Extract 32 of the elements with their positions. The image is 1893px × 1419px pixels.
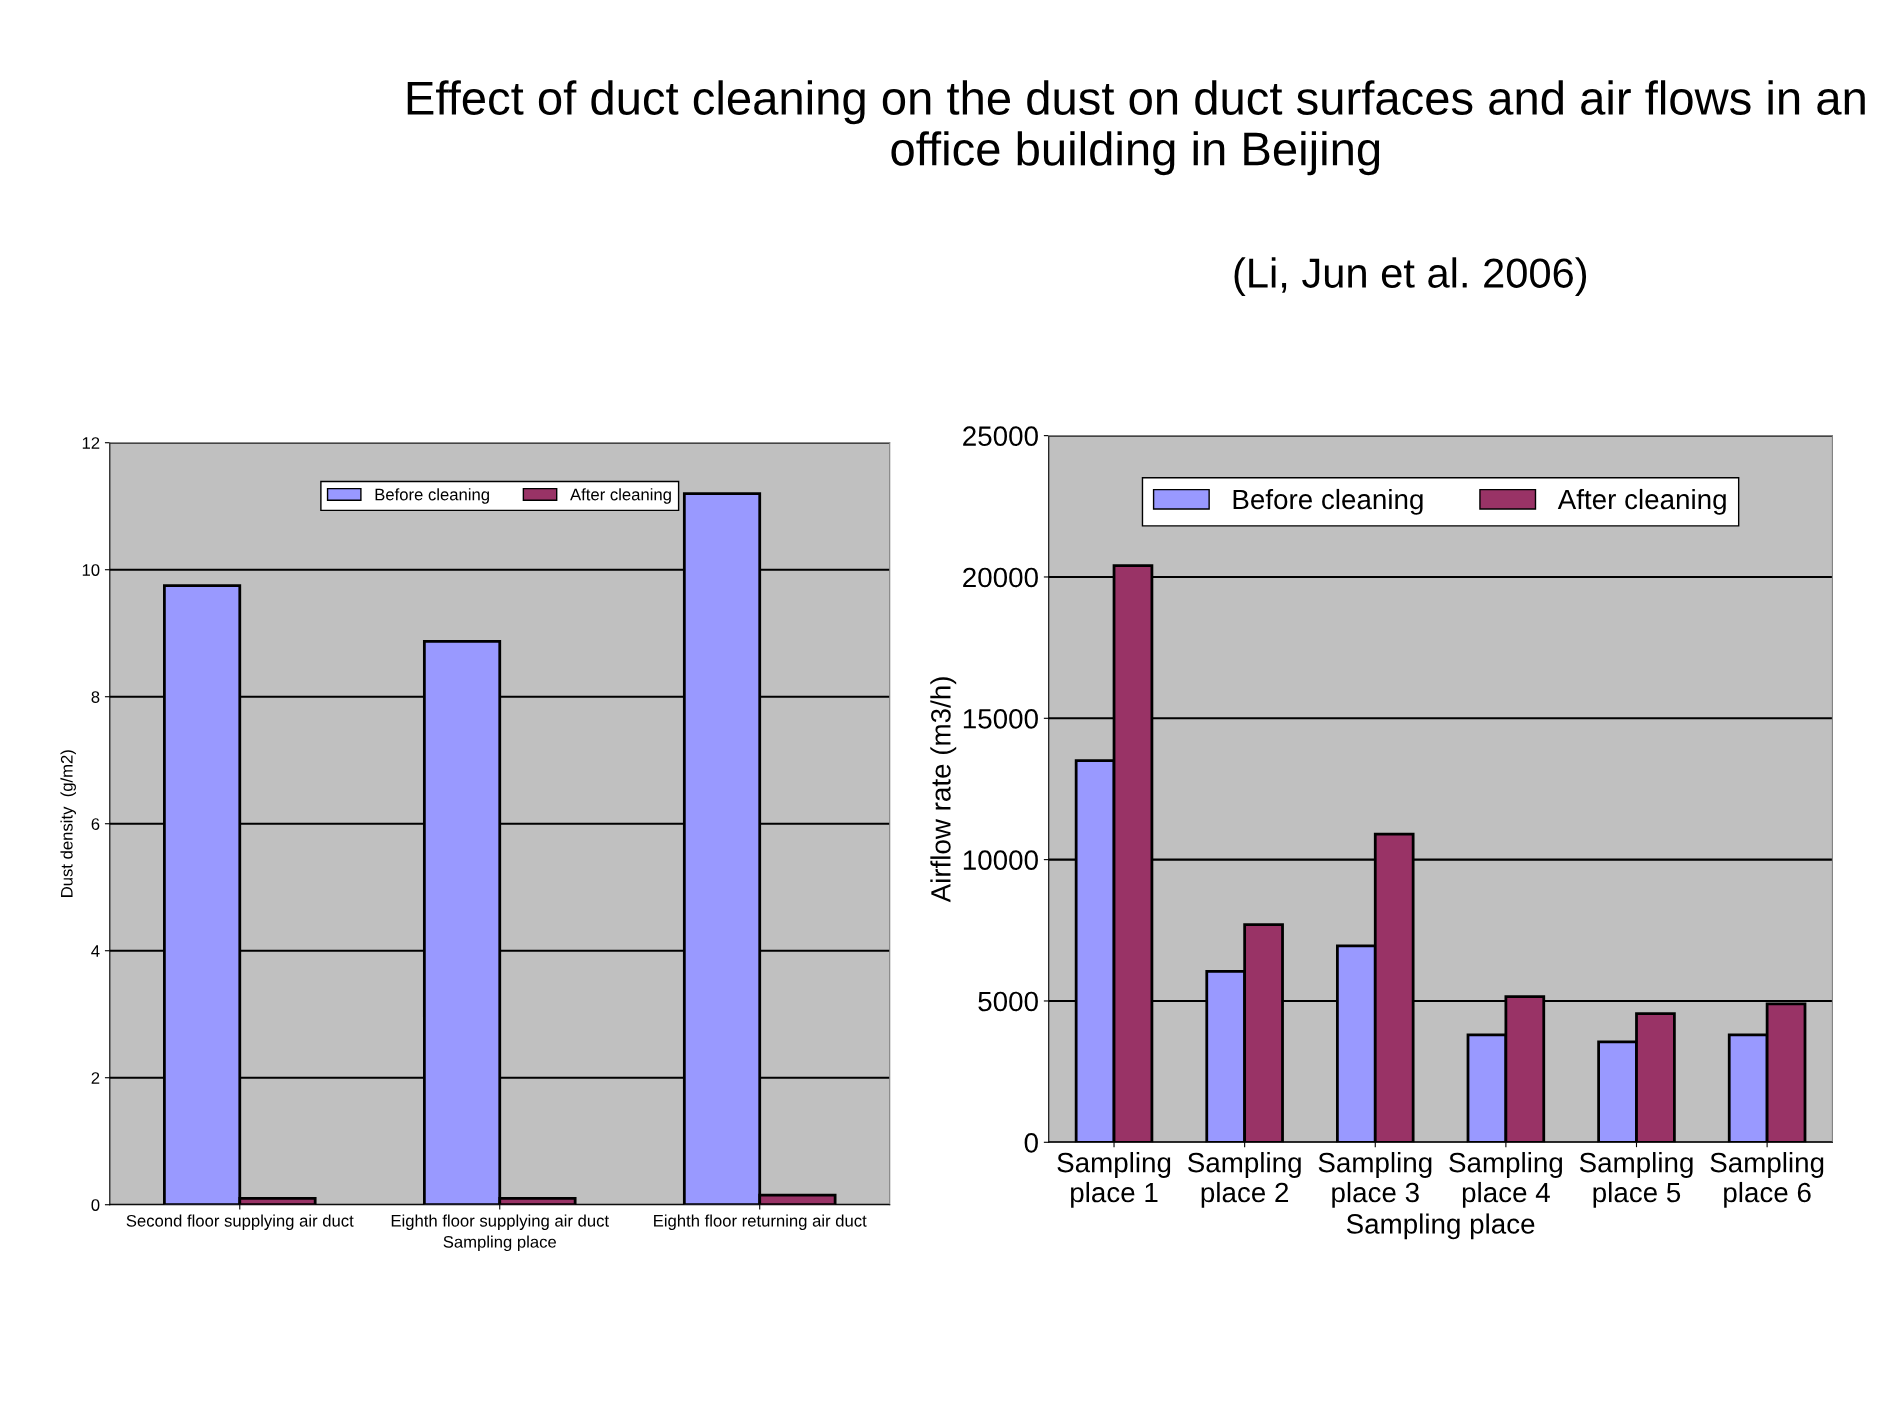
y-tick-label: 4 xyxy=(91,945,100,957)
y-tick-label: 12 xyxy=(82,437,100,449)
y-tick-label: 15000 xyxy=(963,708,1038,729)
x-axis-title: Sampling place xyxy=(443,1235,556,1252)
x-tick-label: Sampling place 5 xyxy=(1579,1152,1693,1208)
y-tick-label: 25000 xyxy=(963,426,1038,446)
y-tick-label: 6 xyxy=(91,818,100,830)
y-tick-label: 20000 xyxy=(963,567,1038,588)
y-axis-title: Airflow rate (m3/h) xyxy=(930,677,957,903)
x-tick-label: Sampling place 2 xyxy=(1188,1152,1301,1208)
y-tick-label: 8 xyxy=(91,691,100,703)
x-tick-label: Sampling place 4 xyxy=(1449,1152,1562,1208)
x-axis-title: Sampling place xyxy=(1346,1213,1535,1240)
legend-label: After cleaning xyxy=(570,488,671,504)
x-tick-label: Second floor supplying air duct xyxy=(126,1214,354,1230)
y-tick-label: 5000 xyxy=(978,991,1038,1012)
y-axis-title: Dust density (g/m2) xyxy=(60,750,76,897)
x-tick-label: Sampling place 3 xyxy=(1318,1152,1432,1208)
y-tick-label: 0 xyxy=(91,1199,100,1211)
y-tick-label: 2 xyxy=(91,1072,100,1084)
legend-label: Before cleaning xyxy=(1233,488,1423,515)
y-tick-label: 10000 xyxy=(963,850,1038,870)
x-tick-label: Sampling place 6 xyxy=(1710,1152,1824,1208)
x-tick-label: Eighth floor supplying air duct xyxy=(391,1214,609,1230)
y-tick-label: 10 xyxy=(82,564,100,576)
legend-label: After cleaning xyxy=(1557,488,1726,515)
text: (Li, Jun et al. 2006) xyxy=(1234,257,1587,297)
x-tick-label: Eighth floor returning air duct xyxy=(654,1214,867,1230)
legend-label: Before cleaning xyxy=(375,488,489,504)
text: Effect of duct cleaning on the dust on duct surfaces and air flows in an office building in Beijing xyxy=(407,80,1865,176)
x-tick-label: Sampling place 1 xyxy=(1057,1152,1171,1208)
y-tick-label: 0 xyxy=(1024,1132,1038,1153)
